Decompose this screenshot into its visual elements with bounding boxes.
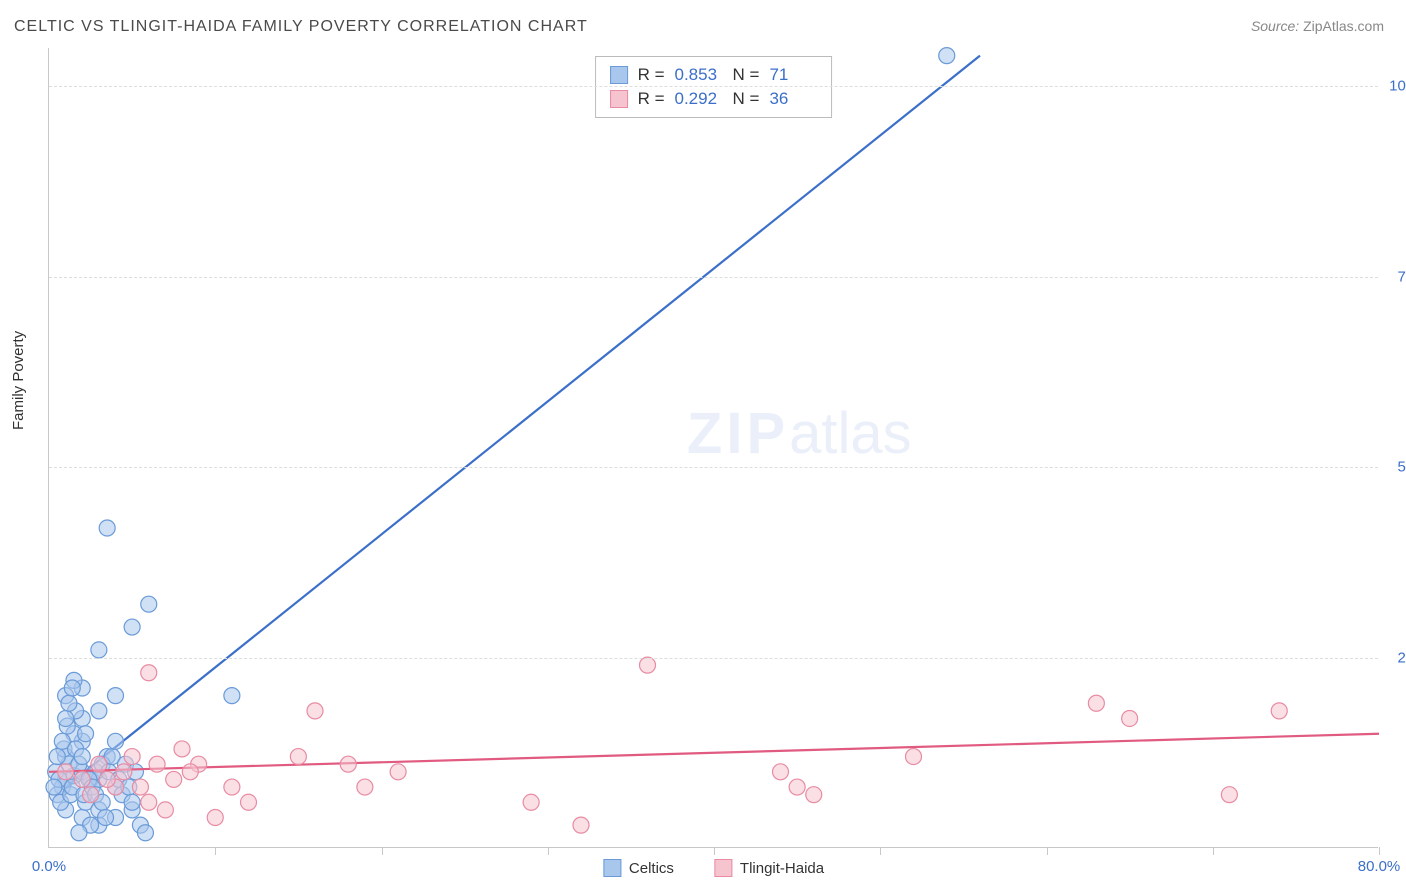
data-point — [91, 642, 107, 658]
legend-swatch-tlingit — [714, 859, 732, 877]
data-point — [290, 749, 306, 765]
gridline-h — [49, 86, 1378, 87]
data-point — [108, 733, 124, 749]
data-point — [99, 771, 115, 787]
data-point — [74, 771, 90, 787]
x-tick — [548, 847, 549, 855]
y-tick-label: 25.0% — [1397, 649, 1406, 666]
data-point — [157, 802, 173, 818]
source-attribution: Source: ZipAtlas.com — [1251, 18, 1384, 34]
data-point — [806, 787, 822, 803]
y-axis-label: Family Poverty — [10, 331, 27, 430]
data-point — [241, 794, 257, 810]
data-point — [773, 764, 789, 780]
data-point — [640, 657, 656, 673]
data-point — [207, 810, 223, 826]
data-point — [166, 771, 182, 787]
data-point — [98, 810, 114, 826]
y-tick-label: 100.0% — [1389, 78, 1406, 95]
data-point — [789, 779, 805, 795]
data-point — [83, 787, 99, 803]
gridline-h — [49, 658, 1378, 659]
data-point — [390, 764, 406, 780]
x-tick-label-left: 0.0% — [32, 858, 66, 875]
data-point — [141, 794, 157, 810]
data-point — [124, 619, 140, 635]
data-point — [58, 710, 74, 726]
x-tick — [1379, 847, 1380, 855]
data-point — [61, 695, 77, 711]
data-point — [939, 48, 955, 64]
data-point — [224, 688, 240, 704]
x-tick — [382, 847, 383, 855]
data-point — [74, 749, 90, 765]
y-tick-label: 50.0% — [1397, 459, 1406, 476]
source-label: Source: — [1251, 18, 1299, 34]
x-tick — [1047, 847, 1048, 855]
data-point — [1088, 695, 1104, 711]
chart-title: CELTIC VS TLINGIT-HAIDA FAMILY POVERTY C… — [14, 18, 588, 36]
data-point — [182, 764, 198, 780]
data-point — [174, 741, 190, 757]
data-point — [137, 825, 153, 841]
data-point — [357, 779, 373, 795]
data-point — [78, 726, 94, 742]
data-point — [340, 756, 356, 772]
legend-label-celtics: Celtics — [629, 860, 674, 877]
data-point — [132, 779, 148, 795]
legend-label-tlingit: Tlingit-Haida — [740, 860, 824, 877]
data-point — [71, 825, 87, 841]
legend-item-celtics: Celtics — [603, 859, 674, 877]
gridline-h — [49, 467, 1378, 468]
data-point — [58, 764, 74, 780]
data-point — [523, 794, 539, 810]
data-point — [906, 749, 922, 765]
data-point — [573, 817, 589, 833]
data-point — [91, 703, 107, 719]
chart-container: CELTIC VS TLINGIT-HAIDA FAMILY POVERTY C… — [0, 0, 1406, 892]
scatter-svg — [49, 48, 1378, 847]
data-point — [91, 756, 107, 772]
trend-line-celtics — [66, 56, 980, 787]
data-point — [64, 680, 80, 696]
source-name: ZipAtlas.com — [1303, 18, 1384, 34]
data-point — [141, 665, 157, 681]
data-point — [124, 749, 140, 765]
x-tick-label-right: 80.0% — [1358, 858, 1401, 875]
data-point — [149, 756, 165, 772]
data-point — [49, 749, 65, 765]
legend-swatch-celtics — [603, 859, 621, 877]
x-tick — [714, 847, 715, 855]
data-point — [1271, 703, 1287, 719]
data-point — [99, 520, 115, 536]
legend-item-tlingit: Tlingit-Haida — [714, 859, 824, 877]
data-point — [124, 794, 140, 810]
legend: Celtics Tlingit-Haida — [603, 859, 824, 877]
data-point — [1221, 787, 1237, 803]
x-tick — [215, 847, 216, 855]
data-point — [108, 688, 124, 704]
data-point — [224, 779, 240, 795]
gridline-h — [49, 277, 1378, 278]
data-point — [307, 703, 323, 719]
x-tick — [880, 847, 881, 855]
x-tick — [1213, 847, 1214, 855]
y-tick-label: 75.0% — [1397, 268, 1406, 285]
trend-line-tlingit-haida — [49, 734, 1379, 772]
data-point — [116, 764, 132, 780]
data-point — [141, 596, 157, 612]
data-point — [46, 779, 62, 795]
data-point — [1122, 710, 1138, 726]
plot-area: ZIPatlas R = 0.853 N = 71 R = 0.292 N = … — [48, 48, 1378, 848]
